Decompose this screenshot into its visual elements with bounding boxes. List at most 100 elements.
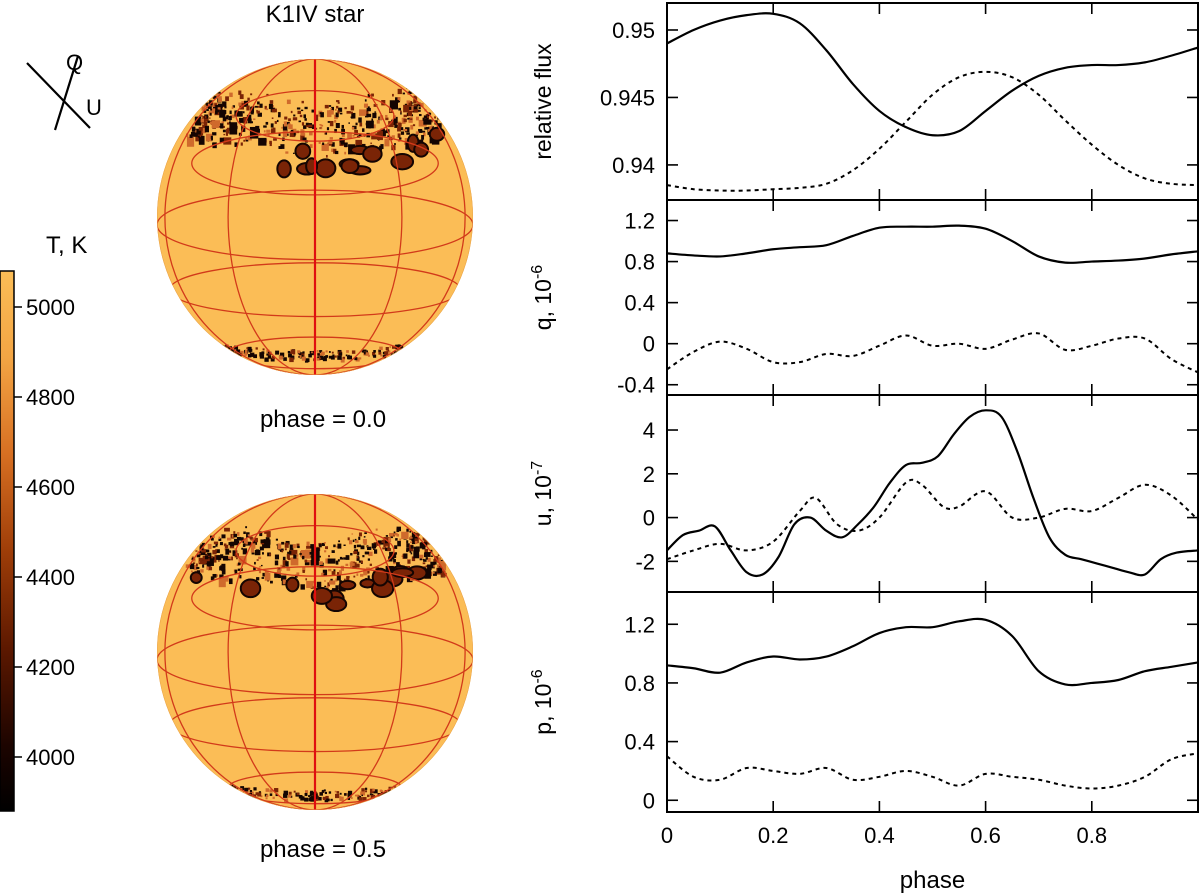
- starspot: [224, 105, 227, 109]
- starspot: [281, 575, 287, 581]
- starspot: [265, 108, 269, 111]
- starspot: [249, 536, 252, 539]
- starspot: [422, 558, 425, 561]
- starspot: [402, 351, 407, 356]
- starspot: [302, 133, 306, 136]
- starspot: [246, 541, 252, 546]
- starspot: [372, 788, 375, 792]
- starspot: [408, 558, 410, 561]
- starspot: [403, 347, 408, 353]
- starspot: [372, 112, 377, 119]
- starspot: [236, 532, 240, 536]
- starspot: [324, 580, 326, 582]
- starspot: [287, 551, 290, 554]
- starspot: [328, 555, 330, 558]
- starspot: [232, 550, 238, 555]
- starspot: [197, 119, 202, 125]
- starspot: [389, 109, 392, 112]
- starspot: [234, 548, 237, 550]
- starspot: [439, 562, 447, 571]
- starspot: [247, 135, 252, 141]
- starspot: [238, 90, 242, 95]
- starspot: [367, 570, 370, 574]
- starspot: [410, 118, 413, 120]
- starspot: [427, 126, 432, 132]
- starspot: [409, 547, 413, 550]
- starspot: [310, 796, 314, 799]
- panel-4: 1.2 0.8 0.4 00 0.2 0.4 0.6 0.8 phase p, 10-6: [529, 591, 1199, 894]
- starspot: [225, 344, 229, 348]
- starspot: [302, 567, 306, 572]
- starspot: [229, 119, 231, 121]
- starspot: [274, 121, 277, 124]
- starspot: [432, 571, 435, 574]
- meridian-line: [227, 494, 403, 810]
- x-tick-label: 0.4: [864, 823, 895, 848]
- starspot: [222, 787, 226, 791]
- starspot: [393, 559, 396, 563]
- starspot: [245, 139, 249, 142]
- starspot: [250, 352, 255, 357]
- starspot: [362, 539, 367, 544]
- starspot: [221, 534, 226, 539]
- starspot: [299, 352, 303, 356]
- starspot: [384, 138, 390, 147]
- y-tick-label: 0.4: [624, 730, 655, 755]
- starspot: [257, 112, 262, 117]
- starspot: [262, 539, 271, 549]
- starspot: [263, 130, 266, 133]
- starspot: [276, 544, 278, 546]
- starspot: [367, 113, 372, 118]
- starspot: [223, 351, 228, 356]
- starspot: [282, 560, 287, 566]
- starspot: [330, 798, 333, 802]
- starspot: [380, 144, 384, 150]
- starspot: [231, 784, 234, 787]
- starspot: [249, 348, 253, 352]
- starspot: [363, 542, 367, 545]
- starspot: [319, 355, 324, 360]
- starspot: [437, 564, 441, 568]
- starspot: [398, 344, 401, 347]
- starspot: [327, 558, 336, 564]
- starspot: [392, 93, 394, 97]
- starspot: [422, 546, 426, 550]
- starspot: [302, 569, 305, 573]
- starspot: [219, 541, 223, 546]
- starspot: [305, 123, 309, 128]
- starspot: [385, 347, 389, 351]
- starspot: [271, 355, 275, 360]
- starspot: [407, 117, 410, 120]
- starspot: [225, 548, 230, 555]
- starspot: [367, 558, 371, 561]
- starspot: [285, 151, 289, 154]
- starspot: [215, 105, 220, 110]
- starspot: [269, 142, 272, 147]
- starspot: [207, 563, 211, 567]
- starspot: [211, 556, 214, 559]
- y-tick-label: 0: [643, 506, 655, 531]
- starspot: [300, 549, 309, 559]
- starspot: [403, 128, 408, 132]
- starspot: [253, 118, 256, 121]
- starspot: [356, 556, 359, 559]
- starspot: [265, 537, 270, 542]
- starspot: [196, 570, 201, 573]
- starspot: [232, 105, 236, 108]
- starspot: [240, 537, 244, 541]
- starspot: [412, 124, 416, 127]
- starspot: [418, 130, 423, 133]
- starspot-cluster: [371, 567, 389, 587]
- starspot: [415, 131, 419, 135]
- starspot: [318, 544, 322, 548]
- starspot: [262, 348, 265, 351]
- starspot: [287, 557, 291, 560]
- starspot: [276, 119, 279, 123]
- starspot: [220, 786, 225, 790]
- starspot: [263, 125, 267, 128]
- starspot: [390, 536, 393, 539]
- starspot: [411, 532, 416, 538]
- starspot: [430, 126, 434, 130]
- starspot-cluster: [340, 158, 360, 175]
